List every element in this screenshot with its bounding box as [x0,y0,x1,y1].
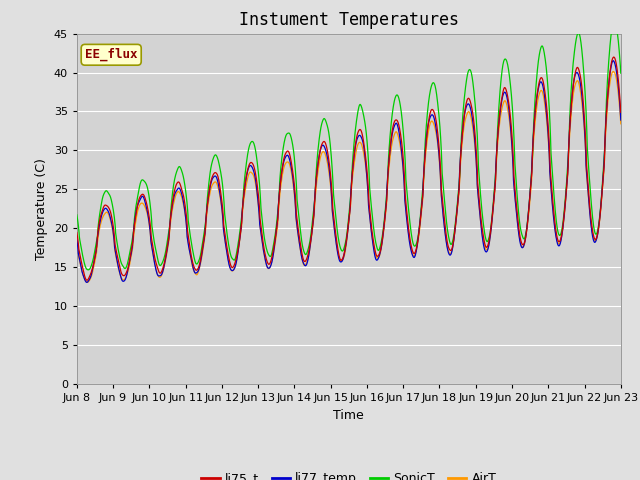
Legend: li75_t, li77_temp, SonicT, AirT: li75_t, li77_temp, SonicT, AirT [196,468,501,480]
Title: Instument Temperatures: Instument Temperatures [239,11,459,29]
Text: EE_flux: EE_flux [85,48,138,61]
X-axis label: Time: Time [333,408,364,421]
Y-axis label: Temperature (C): Temperature (C) [35,158,48,260]
